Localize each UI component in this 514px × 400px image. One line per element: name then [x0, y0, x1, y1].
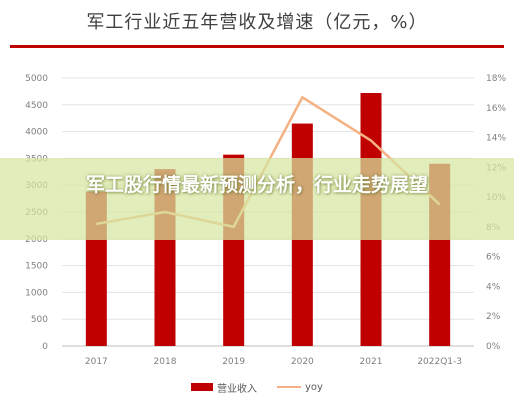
legend-label-revenue: 营业收入 — [217, 383, 258, 395]
x-tick-label: 2019 — [222, 357, 245, 367]
left-tick-label: 4500 — [25, 101, 48, 111]
legend-swatch-revenue — [191, 383, 214, 391]
x-tick-label: 2020 — [291, 357, 314, 367]
chart-title: 军工行业近五年营收及增速（亿元，%） — [86, 12, 428, 33]
right-tick-label: 6% — [486, 253, 501, 263]
title-rule — [10, 45, 504, 48]
x-axis-ticks: 2017 2018 2019 2020 2021 2022Q1-3 — [85, 357, 462, 367]
overlay-banner — [0, 158, 514, 240]
left-tick-label: 1000 — [25, 288, 48, 298]
legend-item-yoy: yoy — [277, 382, 323, 393]
legend-label-yoy: yoy — [305, 381, 323, 393]
legend-item-revenue: 营业收入 — [191, 380, 257, 395]
right-tick-label: 2% — [486, 312, 501, 322]
right-tick-label: 4% — [486, 282, 501, 292]
left-tick-label: 1500 — [25, 262, 48, 272]
right-tick-label: 0% — [486, 342, 501, 352]
overlay-headline: 军工股行情最新预测分析，行业走势展望 — [85, 174, 428, 196]
left-tick-label: 5000 — [25, 74, 48, 84]
x-tick-label: 2017 — [85, 357, 108, 367]
x-tick-label: 2018 — [154, 357, 177, 367]
left-tick-label: 0 — [42, 342, 48, 352]
left-tick-label: 500 — [31, 315, 48, 325]
legend: 营业收入 yoy — [0, 379, 514, 395]
x-tick-label: 2022Q1-3 — [417, 357, 462, 367]
right-tick-label: 18% — [486, 74, 506, 84]
right-tick-label: 14% — [486, 134, 506, 144]
legend-swatch-yoy — [277, 386, 302, 388]
left-tick-label: 4000 — [25, 128, 48, 138]
right-tick-label: 16% — [486, 104, 506, 114]
x-tick-label: 2021 — [360, 357, 383, 367]
